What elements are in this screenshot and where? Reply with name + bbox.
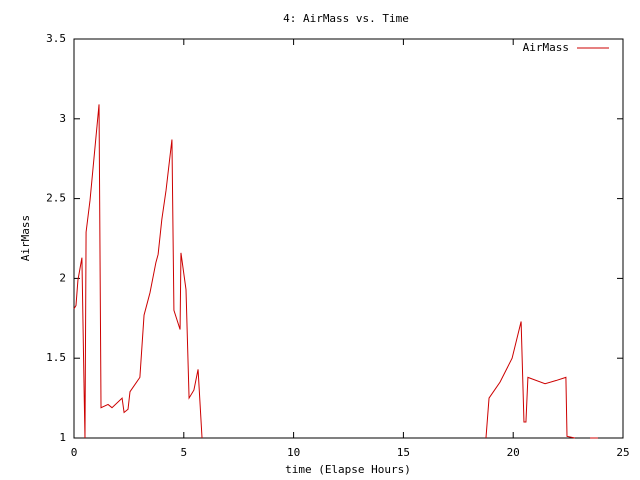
legend-label: AirMass — [523, 41, 569, 54]
data-line — [73, 104, 598, 439]
chart-title: 4: AirMass vs. Time — [283, 12, 409, 25]
y-tick-label: 1.5 — [46, 351, 66, 364]
plot-frame — [73, 38, 624, 439]
x-tick-label: 10 — [287, 446, 300, 459]
y-axis-label: AirMass — [19, 215, 32, 261]
y-tick-label: 1 — [59, 431, 66, 444]
x-tick-label: 15 — [397, 446, 410, 459]
y-tick-label: 3.5 — [46, 32, 66, 45]
y-tick-label: 3 — [59, 112, 66, 125]
x-tick-label: 20 — [507, 446, 520, 459]
x-tick-label: 5 — [180, 446, 187, 459]
y-tick-label: 2.5 — [46, 192, 66, 205]
x-tick-label: 25 — [616, 446, 629, 459]
x-axis-label: time (Elapse Hours) — [285, 463, 411, 476]
y-tick-label: 2 — [59, 271, 66, 284]
x-tick-label: 0 — [71, 446, 78, 459]
